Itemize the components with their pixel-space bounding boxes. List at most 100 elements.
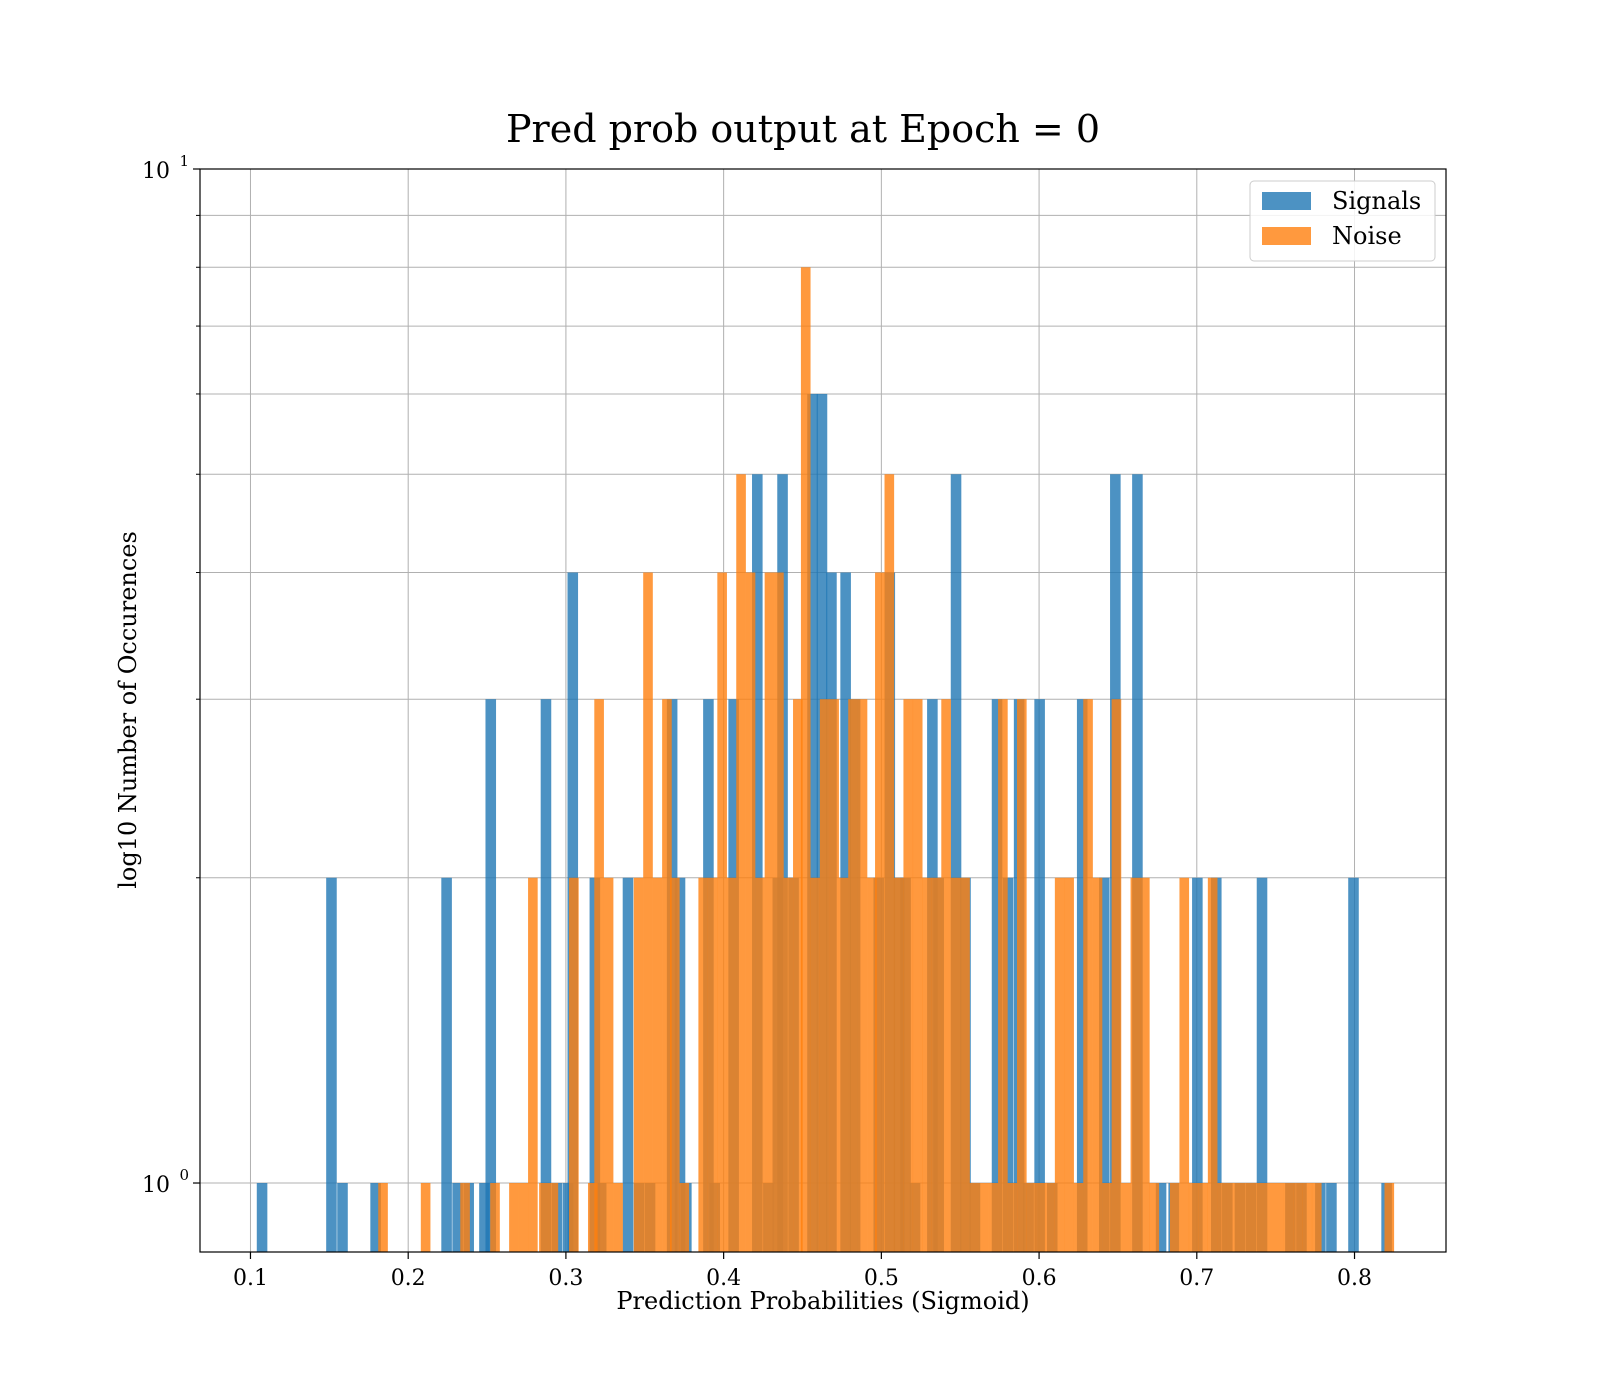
bar-noise — [652, 877, 663, 1252]
bar-noise — [912, 699, 923, 1252]
bar-signals — [1348, 877, 1359, 1252]
bar-noise — [931, 877, 942, 1252]
bar-signals — [452, 1183, 463, 1252]
bar-noise — [884, 474, 895, 1252]
bar-noise — [800, 267, 811, 1252]
legend-swatch-noise — [1262, 227, 1311, 245]
bar-noise — [1092, 877, 1103, 1252]
plot-frame — [199, 168, 1447, 1253]
bar-noise — [1226, 1183, 1237, 1252]
bar-noise — [1007, 1183, 1018, 1252]
bar-noise — [736, 474, 746, 1252]
legend-label-signals: Signals — [1332, 187, 1421, 215]
bar-noise — [378, 1183, 388, 1252]
bar-noise — [774, 572, 784, 1252]
legend: Signals Noise — [1249, 180, 1436, 262]
bar-noise — [755, 877, 765, 1252]
bar-noise — [745, 572, 756, 1252]
bar-noise — [420, 1183, 431, 1252]
bar-noise — [893, 877, 904, 1252]
bar-signals — [256, 1183, 268, 1252]
x-tick-label: 0.7 — [1179, 1266, 1214, 1291]
bar-noise — [679, 1183, 690, 1252]
bar-signals — [1256, 877, 1268, 1252]
bar-noise — [922, 877, 932, 1252]
bar-noise — [509, 1183, 519, 1252]
bar-noise — [1083, 699, 1093, 1252]
bar-noise — [1217, 1183, 1227, 1252]
bar-noise — [594, 699, 604, 1252]
bar-noise — [670, 877, 680, 1252]
bar-noise — [1207, 877, 1218, 1252]
bar-noise — [1311, 1183, 1322, 1252]
bar-noise — [1236, 1183, 1246, 1252]
bar-noise — [903, 699, 914, 1252]
x-axis-label: Prediction Probabilities (Sigmoid) — [616, 1287, 1029, 1315]
bar-noise — [998, 699, 1008, 1252]
bar-noise — [587, 1183, 598, 1252]
x-tick-label: 0.3 — [548, 1266, 583, 1291]
bar-noise — [1149, 1183, 1160, 1252]
bar-noise — [969, 1183, 980, 1252]
bar-noise — [1035, 1183, 1046, 1252]
bar-noise — [717, 572, 727, 1252]
bar-signals — [479, 1183, 490, 1252]
bar-noise — [490, 1183, 500, 1252]
bar-noise — [707, 877, 718, 1252]
bar-noise — [867, 877, 877, 1252]
bar-signals — [674, 877, 686, 1252]
y-tick-label: 10 — [142, 159, 170, 184]
bar-noise — [810, 877, 821, 1252]
bar-noise — [848, 699, 858, 1252]
bar-signals — [622, 877, 634, 1252]
bar-noise — [1188, 1183, 1199, 1252]
y-tick-exponent: 0 — [179, 1166, 189, 1184]
bar-noise — [1302, 1183, 1313, 1252]
bar-noise — [698, 877, 709, 1252]
bar-noise — [1293, 1183, 1303, 1252]
bar-noise — [829, 699, 839, 1252]
bar-noise — [1179, 877, 1190, 1252]
bar-noise — [1016, 699, 1027, 1252]
x-tick-label: 0.4 — [706, 1266, 741, 1291]
bar-signals — [326, 877, 337, 1252]
bar-signals — [1076, 699, 1088, 1252]
x-tick-label: 0.1 — [233, 1266, 268, 1291]
bar-noise — [1264, 1183, 1275, 1252]
bar-noise — [539, 1183, 549, 1252]
bar-noise — [988, 1183, 999, 1252]
chart-title: Pred prob output at Epoch = 0 — [506, 107, 1100, 151]
bar-noise — [941, 699, 951, 1252]
bar-signals — [950, 474, 962, 1252]
bar-signals — [337, 1183, 348, 1252]
bar-noise — [643, 572, 653, 1252]
bar-signals — [807, 393, 818, 1252]
bar-noise — [613, 1183, 623, 1252]
bar-noise — [979, 1183, 989, 1252]
bar-signals — [1034, 699, 1045, 1252]
bar-signals — [1192, 877, 1203, 1252]
bar-signals — [1155, 1183, 1167, 1252]
bar-noise — [528, 877, 538, 1252]
bar-noise — [857, 699, 868, 1252]
bar-noise — [1045, 1183, 1056, 1252]
bar-signals — [1132, 474, 1143, 1252]
bar-noise — [1255, 1183, 1265, 1252]
y-tick-exponent: 1 — [179, 152, 189, 170]
bar-noise — [1102, 1183, 1112, 1252]
bar-signals — [991, 699, 1003, 1252]
bar-noise — [569, 877, 579, 1252]
histogram-bars — [256, 267, 1395, 1252]
legend-swatch-signals — [1262, 192, 1311, 210]
y-axis-label: log10 Number of Occurences — [114, 531, 142, 889]
bar-noise — [548, 1183, 559, 1252]
bar-noise — [1384, 1183, 1395, 1252]
bar-noise — [1121, 1183, 1131, 1252]
bar-signals — [540, 699, 552, 1252]
bar-noise — [1054, 877, 1065, 1252]
bar-noise — [1026, 1183, 1037, 1252]
bar-noise — [1274, 1183, 1284, 1252]
x-tick-label: 0.6 — [1022, 1266, 1057, 1291]
x-tick-label: 0.5 — [864, 1266, 899, 1291]
